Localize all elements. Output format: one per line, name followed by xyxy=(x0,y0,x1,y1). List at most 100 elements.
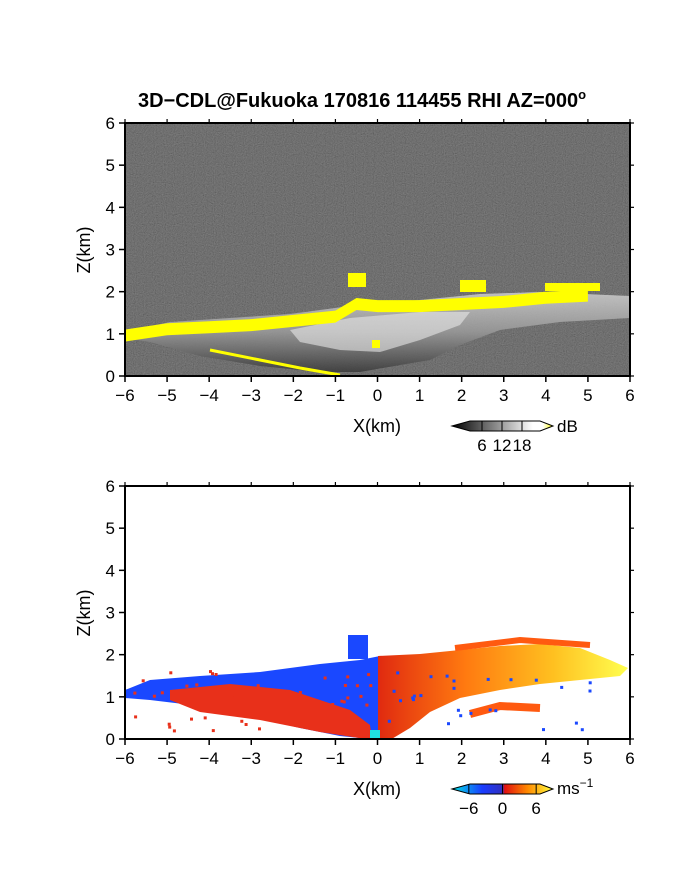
bottom-plot-area xyxy=(125,486,630,739)
velocity-pixel xyxy=(342,700,346,704)
velocity-pixel xyxy=(574,721,578,725)
bottom-colorbar-unit-superscript: −1 xyxy=(580,776,594,790)
velocity-pixel xyxy=(168,725,172,729)
colorbar-tick-label: 6 xyxy=(531,799,540,818)
velocity-pixel xyxy=(367,673,371,677)
x-tick-label: 4 xyxy=(541,749,550,768)
y-tick-label: 3 xyxy=(106,604,115,623)
velocity-pixel xyxy=(534,678,538,682)
x-tick-label: 3 xyxy=(499,749,508,768)
velocity-pixel xyxy=(240,687,244,691)
velocity-pixel xyxy=(396,671,400,675)
x-tick-label: 5 xyxy=(583,749,592,768)
y-tick-label: 6 xyxy=(106,477,115,496)
velocity-pixel xyxy=(412,694,416,698)
velocity-pixel xyxy=(209,670,212,674)
y-tick-label: 2 xyxy=(106,283,115,302)
velocity-pixel xyxy=(169,671,173,675)
x-tick-label: 0 xyxy=(373,749,382,768)
velocity-pixel xyxy=(509,678,513,682)
bottom-axes: −6 −5 −4 −3 −2 −1 0 1 2 3 4 5 6 0 1 2 3 4 5 6 xyxy=(106,477,635,768)
x-tick-label: 3 xyxy=(499,386,508,405)
velocity-pixel xyxy=(264,699,268,703)
colorbar-tick-label: 6 xyxy=(477,436,486,455)
top-colorbar-unit: dB xyxy=(557,417,578,436)
velocity-pixel xyxy=(185,684,189,688)
velocity-pixel xyxy=(256,684,260,688)
x-tick-label: −5 xyxy=(157,749,176,768)
bottom-colorbar: −6 0 6 ms−1 xyxy=(450,776,594,818)
velocity-pixel xyxy=(486,677,490,681)
velocity-pixel xyxy=(488,708,492,712)
velocity-pixel xyxy=(456,708,460,712)
velocity-pixel xyxy=(152,694,156,698)
cloud-top-feature xyxy=(460,280,486,292)
velocity-pixel xyxy=(240,719,244,723)
velocity-pixel xyxy=(452,686,456,690)
top-ylabel: Z(km) xyxy=(74,227,94,274)
velocity-pixel xyxy=(134,715,138,719)
x-tick-label: 2 xyxy=(457,749,466,768)
velocity-pixel xyxy=(459,714,463,718)
y-tick-label: 5 xyxy=(106,519,115,538)
velocity-pixel xyxy=(365,703,369,707)
colorbar-tick-label: 12 xyxy=(493,436,512,455)
y-tick-label: 2 xyxy=(106,646,115,665)
velocity-pixel xyxy=(469,711,473,715)
x-tick-label: −6 xyxy=(115,386,134,405)
x-tick-label: 2 xyxy=(457,386,466,405)
x-tick-label: −6 xyxy=(115,749,134,768)
velocity-pixel xyxy=(580,728,584,732)
x-tick-label: 6 xyxy=(625,386,634,405)
velocity-pixel xyxy=(494,709,498,713)
y-tick-label: 1 xyxy=(106,325,115,344)
top-colorbar: 6 12 18 dB xyxy=(450,417,578,455)
x-tick-label: 4 xyxy=(541,386,550,405)
velocity-pixel xyxy=(343,684,347,687)
x-tick-label: −1 xyxy=(326,386,345,405)
velocity-pixel xyxy=(266,716,270,720)
velocity-pixel xyxy=(355,684,359,688)
velocity-upper-streak xyxy=(454,636,591,651)
cloud-base-band xyxy=(125,289,588,342)
velocity-top-feature xyxy=(348,635,368,659)
y-tick-label: 4 xyxy=(106,198,115,217)
x-tick-label: −2 xyxy=(284,386,303,405)
velocity-pixel xyxy=(167,722,171,726)
velocity-pixel xyxy=(211,672,214,676)
velocity-pixel xyxy=(387,719,391,723)
y-tick-label: 5 xyxy=(106,156,115,175)
velocity-pixel xyxy=(346,675,350,679)
velocity-pixel xyxy=(340,699,344,703)
colorbar-tick-label: −6 xyxy=(459,799,478,818)
x-tick-label: 0 xyxy=(373,386,382,405)
velocity-pixel xyxy=(203,716,207,720)
y-tick-label: 4 xyxy=(106,561,115,580)
velocity-pixel xyxy=(369,684,373,688)
x-tick-label: −1 xyxy=(326,749,345,768)
bottom-colorbar-unit: ms−1 xyxy=(557,776,594,798)
x-tick-label: −5 xyxy=(157,386,176,405)
velocity-pixel xyxy=(419,694,423,698)
velocity-pixel xyxy=(392,689,396,693)
velocity-pixel xyxy=(195,683,199,687)
y-tick-label: 0 xyxy=(106,730,115,749)
velocity-pixel xyxy=(429,675,433,679)
velocity-pixel xyxy=(188,696,191,700)
velocity-pixel xyxy=(588,689,592,693)
top-axes: −6 −5 −4 −3 −2 −1 0 1 2 3 4 5 6 0 1 2 3 4 5 6 xyxy=(106,114,635,405)
y-tick-label: 3 xyxy=(106,241,115,260)
velocity-pixel xyxy=(588,681,592,685)
title-superscript: o xyxy=(578,87,586,102)
cloud-top-feature xyxy=(348,273,366,287)
velocity-pixel xyxy=(141,679,145,683)
velocity-pixel xyxy=(542,728,545,732)
velocity-pixel xyxy=(399,699,402,703)
velocity-pixel xyxy=(160,691,164,695)
velocity-pixel xyxy=(331,703,335,706)
cloud-top-feature xyxy=(545,283,600,291)
velocity-pixel xyxy=(190,717,193,721)
x-tick-label: −3 xyxy=(242,386,261,405)
velocity-speckle xyxy=(133,670,592,733)
